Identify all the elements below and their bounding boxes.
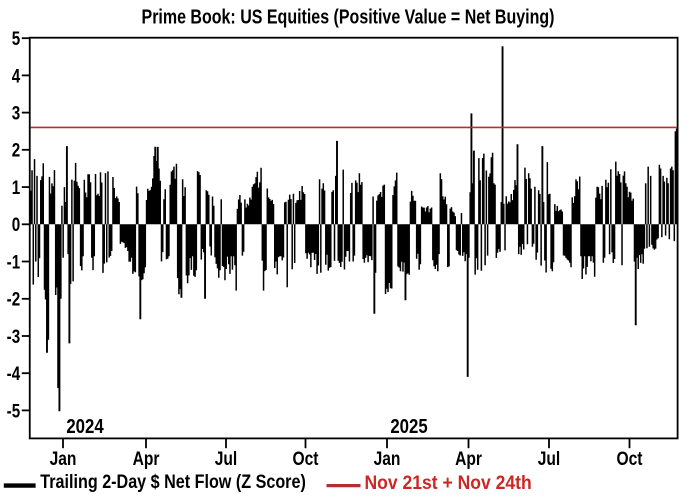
svg-text:Jan: Jan bbox=[50, 447, 77, 469]
svg-text:Oct: Oct bbox=[617, 447, 643, 469]
svg-text:2: 2 bbox=[12, 139, 21, 161]
svg-text:-1: -1 bbox=[7, 251, 21, 273]
svg-text:2024: 2024 bbox=[66, 415, 104, 438]
svg-text:4: 4 bbox=[12, 64, 21, 86]
svg-text:Trailing 2-Day $ Net Flow (Z S: Trailing 2-Day $ Net Flow (Z Score) bbox=[40, 471, 306, 493]
svg-text:Jan: Jan bbox=[374, 447, 401, 469]
svg-text:Oct: Oct bbox=[293, 447, 319, 469]
svg-text:-2: -2 bbox=[7, 288, 21, 310]
svg-text:Jul: Jul bbox=[215, 447, 238, 469]
svg-text:Jul: Jul bbox=[538, 447, 561, 469]
svg-text:-4: -4 bbox=[7, 362, 21, 384]
svg-text:-3: -3 bbox=[7, 325, 21, 347]
svg-text:Nov 21st + Nov 24th: Nov 21st + Nov 24th bbox=[365, 471, 532, 493]
svg-text:0: 0 bbox=[12, 213, 20, 235]
svg-text:Apr: Apr bbox=[133, 447, 160, 469]
svg-text:Prime Book: US Equities (Posit: Prime Book: US Equities (Positive Value … bbox=[142, 6, 555, 28]
svg-text:3: 3 bbox=[12, 102, 21, 124]
svg-text:2025: 2025 bbox=[390, 415, 427, 438]
svg-text:5: 5 bbox=[12, 27, 21, 49]
svg-text:-5: -5 bbox=[7, 399, 21, 421]
svg-text:1: 1 bbox=[12, 176, 21, 198]
svg-text:Apr: Apr bbox=[455, 447, 482, 469]
